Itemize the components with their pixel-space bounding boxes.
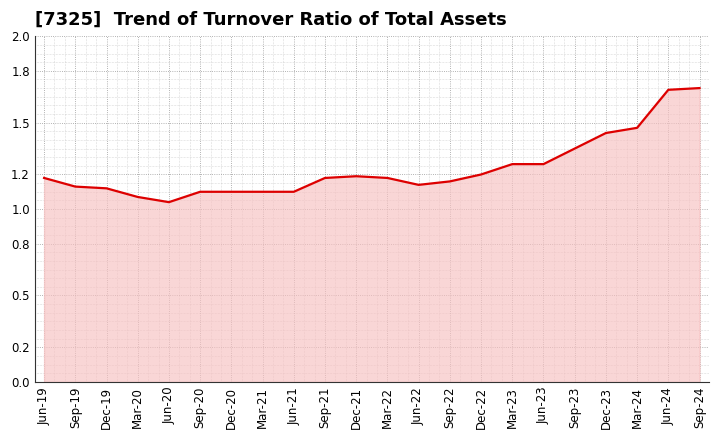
Text: [7325]  Trend of Turnover Ratio of Total Assets: [7325] Trend of Turnover Ratio of Total … [35,11,506,29]
